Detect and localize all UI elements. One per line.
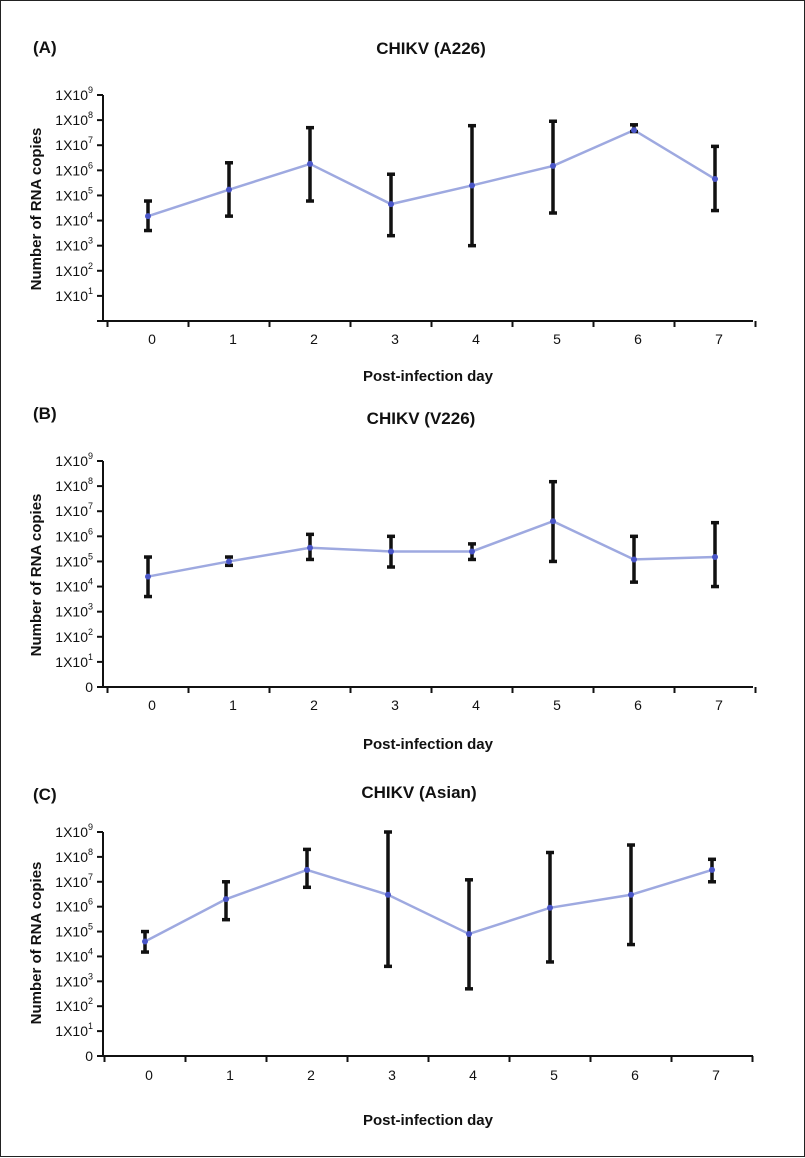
- data-point: [385, 891, 391, 898]
- data-point: [547, 904, 553, 911]
- y-tick-label: 1X107: [55, 501, 93, 519]
- x-axis-title: Post-infection day: [363, 1112, 494, 1129]
- panel-label: (A): [33, 38, 57, 57]
- x-tick-label: 2: [307, 1067, 315, 1083]
- y-tick-label: 1X106: [55, 897, 93, 915]
- chart-panel-2: (B) CHIKV (V226) 0 1X101 1X102 1X103 1X104 1X10…: [28, 404, 757, 753]
- x-tick-label: 2: [310, 331, 318, 347]
- x-tick-label: 1: [229, 697, 237, 713]
- x-tick-label: 3: [388, 1067, 396, 1083]
- x-axis-title: Post-infection day: [363, 736, 494, 753]
- y-tick-label: 1X103: [55, 971, 93, 989]
- y-tick-label: 1X107: [55, 135, 93, 153]
- chart-title: CHIKV (A226): [376, 39, 486, 58]
- chart-panel-3: (C) CHIKV (Asian) 0 1X101 1X102 1X103 1X104 1X1…: [28, 783, 754, 1129]
- x-tick-label: 6: [634, 331, 642, 347]
- y-axis-title: Number of RNA copies: [28, 862, 45, 1025]
- x-tick-label: 1: [229, 331, 237, 347]
- x-tick-label: 0: [148, 331, 156, 347]
- y-tick-label: 1X106: [55, 160, 93, 178]
- x-tick-label: 3: [391, 331, 399, 347]
- y-axis-title: Number of RNA copies: [28, 494, 45, 657]
- x-tick-label: 5: [553, 697, 561, 713]
- series-line: [147, 128, 716, 218]
- y-axis-title: Number of RNA copies: [28, 128, 45, 291]
- y-tick-label: 1X101: [55, 286, 93, 304]
- y-tick-label: 1X104: [55, 946, 93, 964]
- y-tick-label: 0: [85, 679, 93, 695]
- chart-title: CHIKV (Asian): [361, 783, 476, 802]
- x-tick-label: 4: [472, 697, 480, 713]
- y-tick-label: 1X104: [55, 211, 93, 229]
- x-tick-label: 6: [634, 697, 642, 713]
- x-tick-label: 0: [145, 1067, 153, 1083]
- x-tick-label: 7: [715, 331, 723, 347]
- data-point: [226, 186, 232, 193]
- y-tick-label: 1X105: [55, 922, 93, 940]
- series-line: [144, 868, 713, 943]
- x-tick-label: 2: [310, 697, 318, 713]
- data-point: [145, 573, 151, 580]
- data-point: [466, 930, 472, 937]
- data-point: [709, 866, 715, 873]
- data-point: [628, 891, 634, 898]
- error-bar: [384, 830, 392, 969]
- data-point: [307, 160, 313, 167]
- y-tick-label: 1X102: [55, 996, 93, 1014]
- data-point: [631, 556, 637, 563]
- panel-label: (B): [33, 404, 57, 423]
- y-tick-label: 1X102: [55, 261, 93, 279]
- data-point: [307, 544, 313, 551]
- data-point: [226, 558, 232, 565]
- y-tick-label: 1X106: [55, 526, 93, 544]
- x-axis-title: Post-infection day: [363, 368, 494, 385]
- y-tick-label: 1X109: [55, 85, 93, 103]
- x-tick-label: 3: [391, 697, 399, 713]
- data-point: [550, 162, 556, 169]
- series-line: [147, 519, 716, 578]
- data-point: [142, 938, 148, 945]
- y-tick-label: 1X101: [55, 652, 93, 670]
- data-point: [469, 182, 475, 189]
- data-point: [388, 201, 394, 208]
- x-tick-label: 7: [715, 697, 723, 713]
- y-tick-label: 1X104: [55, 577, 93, 595]
- y-tick-label: 1X103: [55, 236, 93, 254]
- data-point: [388, 548, 394, 555]
- y-tick-label: 1X107: [55, 872, 93, 890]
- y-tick-label: 1X108: [55, 476, 93, 494]
- y-tick-label: 1X108: [55, 847, 93, 865]
- x-tick-label: 5: [553, 331, 561, 347]
- data-point: [712, 554, 718, 561]
- data-point: [145, 213, 151, 220]
- chart-panel-1: (A) CHIKV (A226) 1X101 1X102 1X103 1X104 1X105…: [28, 38, 757, 385]
- x-tick-label: 7: [712, 1067, 720, 1083]
- x-tick-label: 4: [469, 1067, 477, 1083]
- x-tick-label: 0: [148, 697, 156, 713]
- x-tick-label: 1: [226, 1067, 234, 1083]
- y-tick-label: 1X102: [55, 627, 93, 645]
- data-point: [550, 518, 556, 525]
- data-point: [469, 548, 475, 555]
- x-tick-label: 5: [550, 1067, 558, 1083]
- data-point: [631, 127, 637, 134]
- data-point: [304, 866, 310, 873]
- chart-title: CHIKV (V226): [367, 409, 476, 428]
- y-tick-label: 1X109: [55, 822, 93, 840]
- y-tick-label: 1X108: [55, 110, 93, 128]
- y-tick-label: 1X103: [55, 602, 93, 620]
- y-tick-label: 1X105: [55, 551, 93, 569]
- x-tick-label: 6: [631, 1067, 639, 1083]
- y-tick-label: 1X101: [55, 1021, 93, 1039]
- y-tick-label: 1X105: [55, 185, 93, 203]
- panel-label: (C): [33, 785, 57, 804]
- x-tick-label: 4: [472, 331, 480, 347]
- y-tick-label: 1X109: [55, 451, 93, 469]
- y-tick-label: 0: [85, 1048, 93, 1064]
- data-point: [712, 176, 718, 183]
- data-point: [223, 896, 229, 903]
